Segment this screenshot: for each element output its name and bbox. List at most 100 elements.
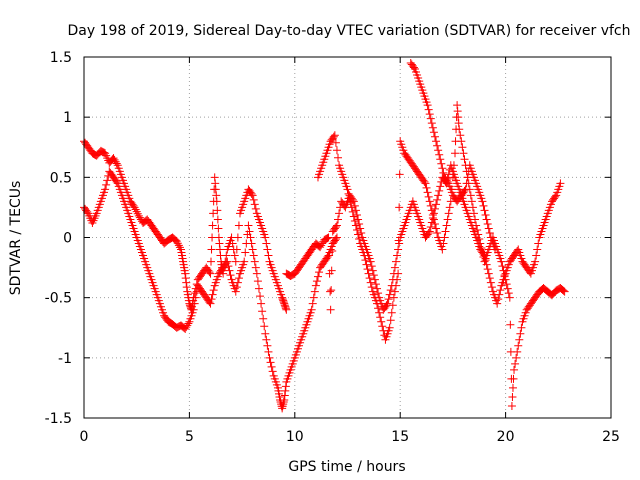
data-point xyxy=(441,227,450,236)
data-point xyxy=(244,221,253,230)
data-point xyxy=(327,266,336,275)
data-point xyxy=(103,176,112,185)
data-point xyxy=(365,274,374,283)
data-point xyxy=(485,228,494,237)
data-point xyxy=(373,284,382,293)
data-point xyxy=(454,113,463,122)
data-point xyxy=(281,386,290,395)
data-point xyxy=(440,233,449,242)
data-point xyxy=(262,335,271,344)
data-point xyxy=(263,341,272,350)
data-point xyxy=(173,239,182,248)
data-point xyxy=(427,119,436,128)
data-point xyxy=(206,269,215,278)
data-point xyxy=(344,189,353,198)
data-point xyxy=(477,244,486,253)
data-point xyxy=(439,239,448,248)
data-points xyxy=(80,59,569,413)
data-point xyxy=(322,234,331,243)
data-point xyxy=(332,146,341,155)
data-point xyxy=(210,173,219,182)
x-tick-label: 15 xyxy=(391,429,409,445)
data-point xyxy=(335,209,344,218)
data-point xyxy=(429,128,438,137)
data-point xyxy=(432,137,441,146)
data-point xyxy=(474,230,483,239)
data-point xyxy=(451,149,460,158)
data-point xyxy=(311,281,320,290)
data-point xyxy=(395,203,404,212)
data-point xyxy=(391,281,400,290)
data-point xyxy=(331,235,340,244)
data-point xyxy=(460,155,469,164)
data-point xyxy=(432,224,441,233)
data-point xyxy=(436,155,445,164)
data-point xyxy=(510,365,519,374)
data-point xyxy=(374,289,383,298)
data-point xyxy=(327,286,336,295)
data-point xyxy=(480,206,489,215)
data-point xyxy=(224,262,233,271)
data-point xyxy=(378,322,387,331)
data-point xyxy=(459,149,468,158)
data-point xyxy=(364,269,373,278)
y-tick-label: -0.5 xyxy=(45,291,72,307)
data-point xyxy=(245,227,254,236)
data-point xyxy=(222,251,231,260)
data-point xyxy=(334,153,343,162)
data-point xyxy=(323,234,332,243)
data-point xyxy=(310,287,319,296)
data-point xyxy=(332,221,341,230)
data-point xyxy=(394,236,403,245)
data-point xyxy=(258,307,267,316)
y-tick-label: -1 xyxy=(58,351,72,367)
data-point xyxy=(423,101,432,110)
data-point xyxy=(182,278,191,287)
data-point xyxy=(247,189,256,198)
data-point xyxy=(433,195,442,204)
data-point xyxy=(560,287,569,296)
data-point xyxy=(461,185,470,194)
data-point xyxy=(254,284,263,293)
y-tick-label: -1.5 xyxy=(45,411,72,427)
data-point xyxy=(533,245,542,254)
data-point xyxy=(437,159,446,168)
data-point xyxy=(350,216,359,225)
data-point xyxy=(493,299,502,308)
data-point xyxy=(363,265,372,274)
data-point xyxy=(326,305,335,314)
data-point xyxy=(308,299,317,308)
data-point xyxy=(205,268,214,277)
data-point xyxy=(559,286,568,295)
data-point xyxy=(262,239,271,248)
data-point xyxy=(213,215,222,224)
data-point xyxy=(445,203,454,212)
y-tick-label: 0 xyxy=(63,231,72,247)
data-point xyxy=(483,265,492,274)
data-point xyxy=(367,262,376,271)
data-point xyxy=(369,271,378,280)
data-point xyxy=(426,201,435,210)
data-point xyxy=(454,119,463,128)
data-point xyxy=(494,295,503,304)
data-point xyxy=(426,114,435,123)
data-point xyxy=(471,215,480,224)
data-point xyxy=(343,185,352,194)
data-point xyxy=(228,239,237,248)
data-point xyxy=(316,243,325,252)
data-point xyxy=(387,308,396,317)
data-point xyxy=(482,215,491,224)
data-point xyxy=(366,278,375,287)
data-point xyxy=(256,292,265,301)
data-point xyxy=(424,228,433,237)
data-point xyxy=(112,159,121,168)
data-point xyxy=(393,251,402,260)
data-point xyxy=(190,289,199,298)
data-point xyxy=(213,206,222,215)
data-point xyxy=(394,245,403,254)
data-point xyxy=(476,239,485,248)
data-point xyxy=(246,233,255,242)
data-point xyxy=(469,209,478,218)
data-point xyxy=(212,197,221,206)
data-point xyxy=(215,239,224,248)
